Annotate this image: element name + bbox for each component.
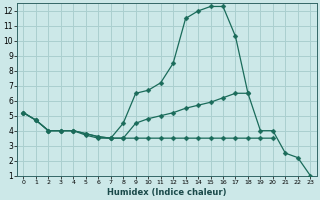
X-axis label: Humidex (Indice chaleur): Humidex (Indice chaleur) bbox=[107, 188, 227, 197]
